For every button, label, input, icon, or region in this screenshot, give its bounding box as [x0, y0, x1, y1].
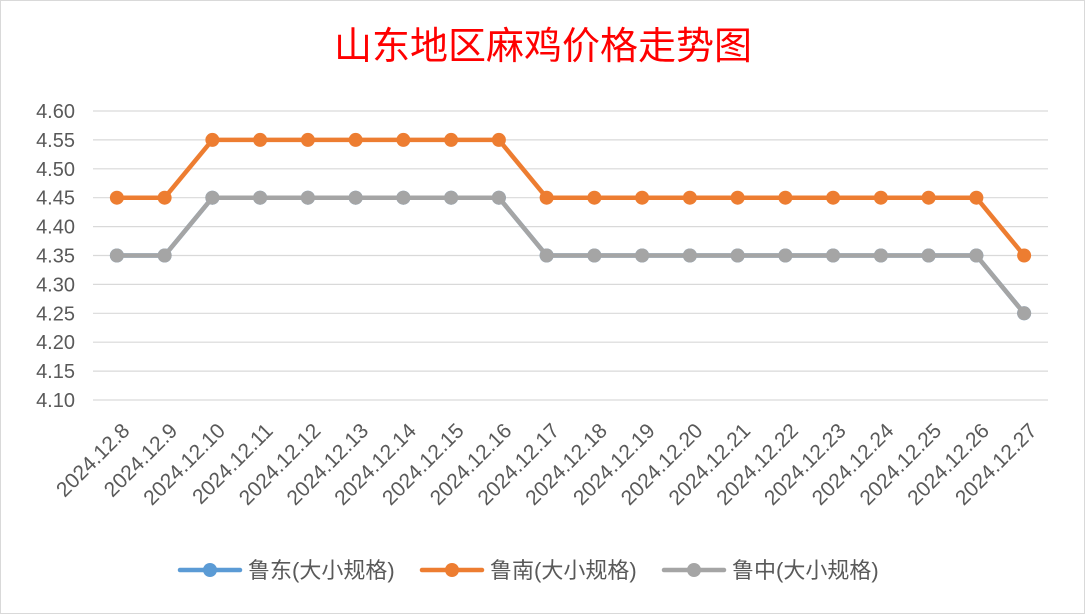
- series-2-point-7[interactable]: [444, 190, 459, 205]
- series-2-point-18[interactable]: [969, 248, 984, 263]
- legend-swatch-marker: [203, 563, 217, 577]
- chart-title: 山东地区麻鸡价格走势图: [334, 26, 752, 68]
- series-1-point-12[interactable]: [682, 190, 697, 205]
- series-2-point-10[interactable]: [587, 248, 602, 263]
- legend: 鲁东(大小规格) 鲁南(大小规格) 鲁中(大小规格): [177, 558, 879, 583]
- series-1-point-9[interactable]: [539, 190, 554, 205]
- series-1-point-14[interactable]: [778, 190, 793, 205]
- series-1-point-1[interactable]: [157, 190, 172, 205]
- series-1-point-17[interactable]: [921, 190, 936, 205]
- series-1-point-3[interactable]: [253, 132, 268, 147]
- series-2-point-11[interactable]: [635, 248, 650, 263]
- y-tick-label: 4.40: [36, 217, 75, 239]
- series-2-point-16[interactable]: [873, 248, 888, 263]
- legend-label: 鲁东(大小规格): [248, 558, 395, 583]
- series-layer: [109, 132, 1032, 321]
- series-2-point-14[interactable]: [778, 248, 793, 263]
- legend-label: 鲁南(大小规格): [490, 558, 637, 583]
- y-tick-label: 4.45: [36, 188, 75, 210]
- series-1-point-4[interactable]: [300, 132, 315, 147]
- series-1-point-16[interactable]: [873, 190, 888, 205]
- y-tick-label: 4.15: [36, 361, 75, 383]
- series-2-point-17[interactable]: [921, 248, 936, 263]
- series-2-point-2[interactable]: [205, 190, 220, 205]
- y-tick-label: 4.30: [36, 274, 75, 296]
- legend-swatch-marker: [445, 563, 459, 577]
- series-2-point-6[interactable]: [396, 190, 411, 205]
- series-1-point-2[interactable]: [205, 132, 220, 147]
- legend-label: 鲁中(大小规格): [732, 558, 879, 583]
- legend-item-2[interactable]: 鲁中(大小规格): [661, 558, 879, 583]
- series-1-point-8[interactable]: [491, 132, 506, 147]
- legend-item-0[interactable]: 鲁东(大小规格): [177, 558, 395, 583]
- series-2-point-19[interactable]: [1017, 306, 1032, 321]
- series-2-line: [114, 195, 1027, 316]
- y-tick-label: 4.10: [36, 390, 75, 412]
- series-1-point-0[interactable]: [109, 190, 124, 205]
- y-tick-label: 4.20: [36, 332, 75, 354]
- y-tick-label: 4.50: [36, 159, 75, 181]
- series-1-point-15[interactable]: [826, 190, 841, 205]
- series-2-point-5[interactable]: [348, 190, 363, 205]
- series-2-point-9[interactable]: [539, 248, 554, 263]
- series-2-point-4[interactable]: [300, 190, 315, 205]
- series-2-point-15[interactable]: [826, 248, 841, 263]
- y-tick-label: 4.60: [36, 101, 75, 123]
- series-1-point-13[interactable]: [730, 190, 745, 205]
- series-1-point-11[interactable]: [635, 190, 650, 205]
- series-1-point-10[interactable]: [587, 190, 602, 205]
- series-1-point-6[interactable]: [396, 132, 411, 147]
- series-1-point-19[interactable]: [1017, 248, 1032, 263]
- series-2-point-0[interactable]: [109, 248, 124, 263]
- legend-item-1[interactable]: 鲁南(大小规格): [419, 558, 637, 583]
- y-tick-label: 4.55: [36, 130, 75, 152]
- series-2-point-3[interactable]: [253, 190, 268, 205]
- series-1-line: [114, 137, 1027, 258]
- series-1-point-5[interactable]: [348, 132, 363, 147]
- series-2: [109, 190, 1032, 321]
- series-2-point-8[interactable]: [491, 190, 506, 205]
- legend-swatch-marker: [687, 563, 701, 577]
- series-1-point-7[interactable]: [444, 132, 459, 147]
- y-axis-tick-labels: 4.10 4.15 4.20 4.25 4.30 4.35 4.40 4.45 4.50 4.55…: [36, 101, 75, 412]
- series-2-point-1[interactable]: [157, 248, 172, 263]
- y-tick-label: 4.25: [36, 303, 75, 325]
- y-tick-label: 4.35: [36, 246, 75, 268]
- series-1: [109, 132, 1032, 263]
- series-2-point-12[interactable]: [682, 248, 697, 263]
- series-2-point-13[interactable]: [730, 248, 745, 263]
- series-1-point-18[interactable]: [969, 190, 984, 205]
